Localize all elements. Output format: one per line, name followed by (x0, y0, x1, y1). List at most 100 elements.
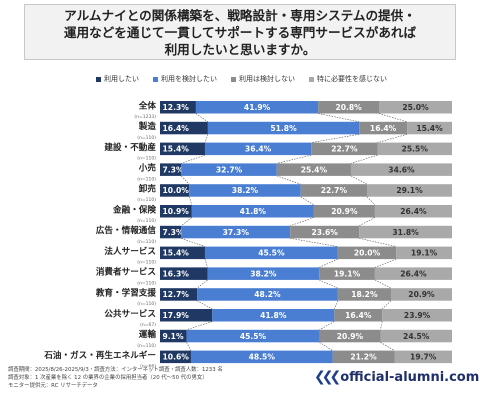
data-label: 20.9% (331, 207, 358, 216)
bar-segment (390, 288, 452, 301)
sample-size-label: (n=1233) (134, 114, 156, 120)
legend-swatch-not-consider (231, 76, 236, 82)
footnote-line-3: モニター提供元：RC リサーチデータ (8, 383, 98, 389)
connector-line (196, 279, 208, 289)
connector-line (186, 342, 192, 351)
legend-label-not-consider: 利用は検討しない (239, 75, 295, 83)
data-label: 41.8% (240, 207, 267, 216)
data-label: 10.6% (163, 353, 190, 362)
bar-segment (380, 329, 452, 343)
connector-line (382, 300, 392, 310)
category-label: 法人サービス (104, 245, 156, 257)
bar-segment (160, 184, 190, 197)
data-label: 25.0% (402, 103, 429, 112)
connector-line (188, 196, 193, 206)
brand-chevron-icon: ❮❮❮ (314, 369, 341, 385)
sample-size-label: (n=110) (137, 197, 156, 203)
data-label: 22.7% (331, 145, 358, 154)
sample-size-label: (n=110) (137, 135, 156, 141)
data-label: 20.9% (337, 332, 364, 341)
data-label: 19.1% (334, 269, 361, 278)
bar-segment (290, 225, 360, 239)
data-label: 26.4% (400, 207, 427, 216)
bar-segment (379, 101, 452, 114)
data-label: 22.7% (321, 186, 348, 195)
bar-segment (334, 309, 383, 322)
data-label: 48.5% (249, 353, 276, 362)
category-label: 石油・ガス・再生エネルギー (43, 349, 156, 361)
sample-size-label: (n=67) (140, 322, 156, 328)
data-label: 20.0% (354, 249, 381, 258)
connector-line (350, 175, 368, 185)
sample-size-label: (n=110) (137, 280, 156, 286)
bar-segment (160, 163, 182, 176)
bar-segment (160, 101, 196, 114)
sample-size-label: (n=110) (137, 218, 156, 224)
bar-segment (160, 121, 208, 135)
legend-swatch-consider (153, 76, 158, 82)
connector-line (366, 196, 376, 206)
legend-item-not-consider: 利用は検討しない (231, 74, 295, 84)
bar-segment (160, 246, 205, 260)
data-label: 15.4% (163, 249, 190, 258)
data-label: 45.5% (258, 249, 285, 258)
data-label: 15.4% (163, 145, 190, 154)
bar-segment (212, 309, 335, 322)
connector-line (181, 238, 206, 247)
data-label: 38.2% (232, 186, 259, 195)
data-label: 10.0% (163, 186, 190, 195)
title-line-3: 利用したいと思いますか。 (164, 41, 316, 57)
data-label: 7.3% (163, 228, 184, 237)
bar-segment (377, 142, 452, 156)
sample-size-label: (n=110) (137, 260, 156, 266)
connector-line (380, 321, 383, 330)
connector-line (359, 238, 397, 247)
category-label: 運輸 (139, 328, 157, 340)
category-label: 広告・情報通信 (96, 224, 157, 236)
bar-segment (160, 267, 208, 280)
data-label: 36.4% (245, 145, 272, 154)
sample-size-label: (n=110) (137, 176, 156, 182)
connector-line (377, 134, 408, 143)
data-label: 9.1% (163, 332, 184, 341)
legend-label-no-need: 特に必要性を感じない (317, 75, 387, 83)
data-label: 20.8% (335, 103, 362, 112)
bar-segment (160, 288, 198, 301)
bar-segment (313, 205, 375, 218)
data-label: 24.5% (403, 332, 430, 341)
footnote-line-2: 調査対象：1 次産業を除く 12 の業界の企業の採用担当者（20 代～50 代の… (8, 375, 208, 381)
category-label: 小売 (138, 162, 157, 174)
bar-segment (189, 184, 301, 197)
data-label: 10.9% (163, 207, 190, 216)
bar-segment (396, 246, 452, 260)
connector-line (276, 154, 312, 164)
data-label: 41.8% (260, 311, 287, 320)
category-label: 金融・保険 (112, 203, 156, 215)
data-label: 21.2% (350, 353, 377, 362)
connector-line (196, 300, 213, 310)
data-label: 12.7% (163, 290, 190, 299)
data-label: 41.9% (244, 103, 271, 112)
data-label: 45.5% (240, 332, 267, 341)
bar-segment (181, 163, 277, 176)
connector-line (319, 342, 333, 351)
category-label: 卸売 (139, 182, 157, 194)
bar-segment (374, 267, 452, 280)
bar-segment (374, 205, 452, 218)
category-label: 製造 (138, 120, 157, 132)
data-label: 18.2% (351, 290, 378, 299)
connector-line (350, 154, 378, 164)
connector-line (204, 134, 209, 143)
legend-item-want: 利用したい (96, 74, 139, 84)
footnote-line-1: 調査期間：2025/8/26-2025/9/3・調査方法：インターネット調査・調… (8, 367, 223, 373)
connector-line (378, 113, 408, 123)
bar-segment (190, 350, 333, 364)
sample-size-label: (n=110) (137, 343, 156, 349)
data-label: 25.4% (301, 165, 328, 174)
data-label: 17.9% (163, 311, 190, 320)
bar-segment (318, 101, 379, 114)
brand-logo: ❮❮❮ official-alumni.com (314, 369, 479, 385)
category-label: 全体 (138, 99, 157, 111)
bar-segment (186, 329, 320, 343)
sample-size-label: (n=110) (137, 156, 156, 162)
